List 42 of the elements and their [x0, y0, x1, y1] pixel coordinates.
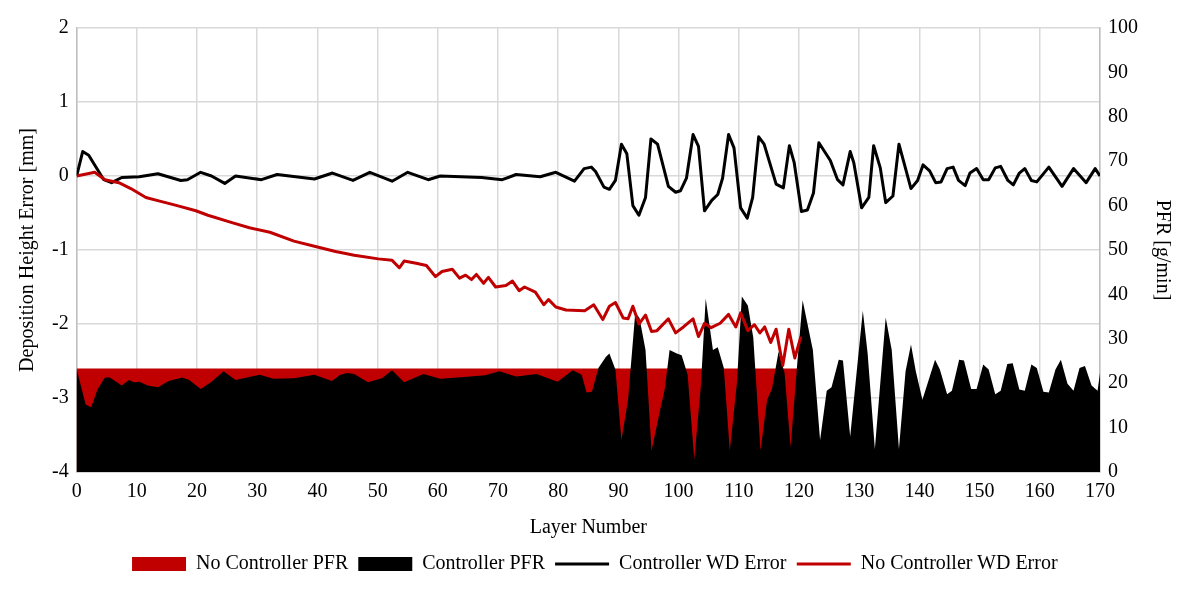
y2-tick-label: 20: [1108, 370, 1128, 393]
y2-tick-label: 70: [1108, 148, 1128, 171]
x-tick-label: 120: [784, 479, 815, 502]
legend-label: Controller WD Error: [619, 551, 787, 574]
y2-tick-label: 40: [1108, 281, 1128, 304]
y2-tick-label: 0: [1108, 459, 1118, 482]
x-tick-label: 40: [307, 479, 328, 502]
x-tick-label: 160: [1024, 479, 1055, 502]
x-tick-label: 130: [844, 479, 875, 502]
x-tick-label: 20: [187, 479, 208, 502]
y2-tick-label: 50: [1108, 237, 1128, 260]
x-tick-label: 110: [724, 479, 754, 502]
legend-label: No Controller WD Error: [860, 551, 1058, 574]
y-tick-label: 0: [58, 163, 69, 186]
y2-tick-label: 80: [1108, 104, 1128, 127]
x-tick-label: 170: [1085, 479, 1115, 502]
y-tick-label: -2: [51, 311, 69, 334]
x-tick-label: 30: [247, 479, 268, 502]
x-tick-label: 100: [663, 479, 694, 502]
y2-tick-label: 60: [1108, 192, 1128, 215]
x-tick-label: 60: [427, 479, 448, 502]
x-tick-label: 10: [126, 479, 147, 502]
x-tick-label: 140: [904, 479, 935, 502]
y-tick-label: -1: [51, 237, 69, 260]
y-tick-label: 2: [58, 15, 69, 38]
y-tick-label: -4: [51, 459, 69, 482]
y2-tick-label: 10: [1108, 414, 1128, 437]
y2-tick-label: 90: [1108, 59, 1128, 82]
y2-tick-label: 30: [1108, 326, 1128, 349]
x-tick-label: 70: [488, 479, 509, 502]
legend-label: Controller PFR: [422, 551, 546, 574]
y-tick-label: 1: [58, 89, 69, 112]
x-tick-label: 80: [548, 479, 569, 502]
y2-tick-label: 100: [1108, 15, 1138, 38]
y-axis-title: Deposition Height Error [mm]: [15, 128, 39, 372]
x-tick-label: 90: [608, 479, 629, 502]
x-axis-title: Layer Number: [529, 515, 648, 539]
legend-label: No Controller PFR: [196, 551, 349, 574]
y2-axis-title: PFR [g/min]: [1151, 199, 1175, 301]
x-tick-label: 50: [367, 479, 388, 502]
y-tick-label: -3: [51, 385, 69, 408]
x-tick-label: 150: [964, 479, 995, 502]
